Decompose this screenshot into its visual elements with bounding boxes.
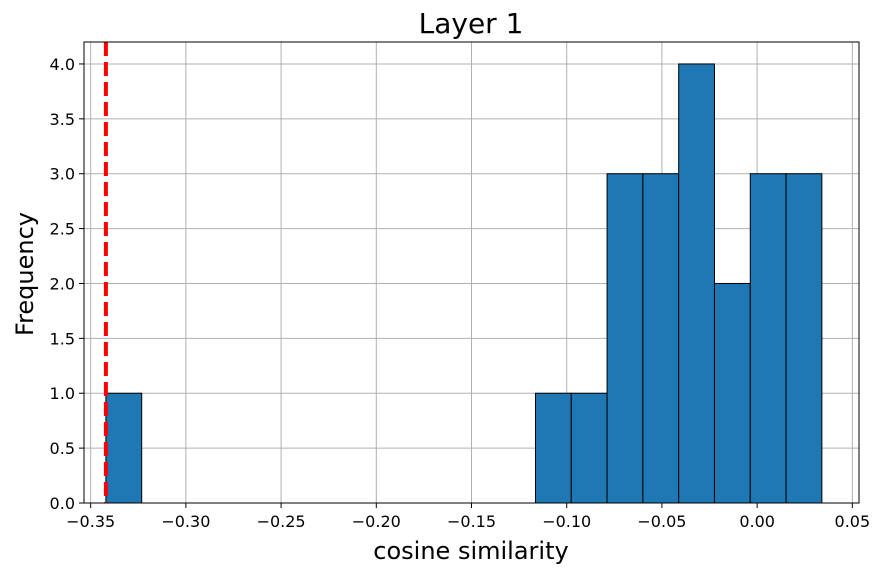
x-axis-title: cosine similarity [373, 537, 568, 565]
histogram-bar [785, 173, 823, 504]
y-tick-label: 4.0 [50, 55, 75, 74]
x-tick-label: −0.05 [637, 512, 686, 531]
x-axis-ticks: −0.35 −0.30 −0.25 −0.20 −0.15 −0.10 −0.05 0.00 0… [66, 503, 870, 531]
histogram-bar [749, 173, 787, 504]
histogram-bar [642, 173, 680, 504]
histogram-bar [678, 63, 715, 504]
x-tick-label: 0.00 [739, 512, 775, 531]
histogram-bar [606, 173, 644, 504]
y-axis-ticks: 0.0 0.5 1.0 1.5 2.0 2.5 3.0 3.5 4.0 [50, 55, 84, 513]
x-tick-label: −0.10 [542, 512, 591, 531]
histogram-bar [570, 392, 608, 504]
y-tick-label: 3.0 [50, 165, 75, 184]
y-tick-label: 1.5 [50, 329, 75, 348]
x-tick-label: −0.30 [161, 512, 210, 531]
x-tick-label: −0.20 [352, 512, 401, 531]
y-tick-label: 2.5 [50, 220, 75, 239]
x-tick-label: 0.05 [835, 512, 871, 531]
x-tick-label: −0.25 [257, 512, 306, 531]
y-tick-label: 3.5 [50, 110, 75, 129]
y-tick-label: 2.0 [50, 274, 75, 293]
x-tick-label: −0.15 [447, 512, 496, 531]
y-tick-label: 0.5 [50, 439, 75, 458]
x-tick-label: −0.35 [66, 512, 115, 531]
chart-title: Layer 1 [419, 7, 524, 40]
histogram-bars [105, 63, 823, 504]
histogram-bar [713, 282, 751, 504]
histogram-bar [105, 392, 143, 504]
y-tick-label: 0.0 [50, 494, 75, 513]
y-axis-title: Frequency [11, 212, 39, 336]
histogram-bar [534, 392, 572, 504]
y-tick-label: 1.0 [50, 384, 75, 403]
